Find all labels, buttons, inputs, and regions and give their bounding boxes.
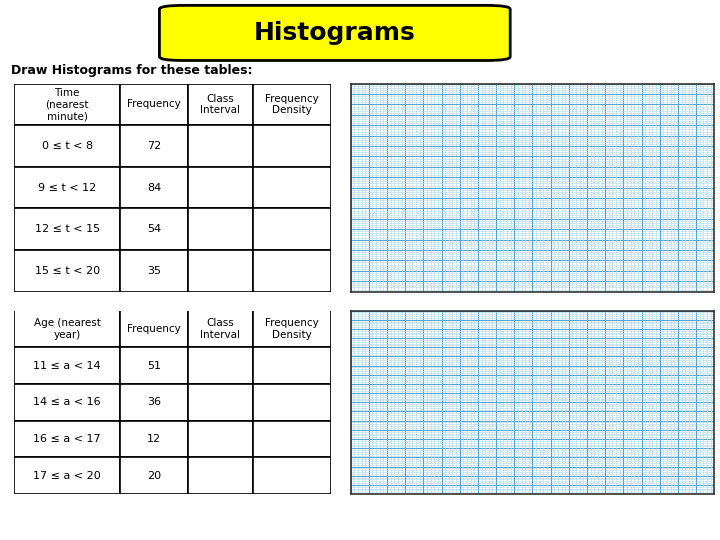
Bar [14, 208, 120, 250]
Bar [253, 384, 331, 421]
Text: 36: 36 [147, 397, 161, 407]
Text: 72: 72 [147, 141, 161, 151]
Text: 35: 35 [147, 266, 161, 276]
Bar [14, 167, 120, 208]
Text: Draw Histograms for these tables:: Draw Histograms for these tables: [11, 64, 252, 77]
Bar [120, 125, 188, 167]
Bar [253, 347, 331, 384]
Text: Class
Interval: Class Interval [200, 318, 240, 340]
Bar [188, 347, 253, 384]
Text: 9 ≤ t < 12: 9 ≤ t < 12 [38, 183, 96, 193]
Bar [14, 384, 120, 421]
Bar [14, 347, 120, 384]
Text: 16 ≤ a < 17: 16 ≤ a < 17 [33, 434, 101, 444]
Text: Histograms: Histograms [254, 21, 415, 45]
Bar [188, 125, 253, 167]
Bar [253, 208, 331, 250]
Bar [253, 167, 331, 208]
Bar [120, 167, 188, 208]
Bar [253, 310, 331, 347]
Bar [253, 457, 331, 494]
Bar [188, 84, 253, 125]
Text: 20: 20 [147, 471, 161, 481]
Bar [253, 421, 331, 457]
Text: 17 ≤ a < 20: 17 ≤ a < 20 [33, 471, 101, 481]
Text: 14 ≤ a < 16: 14 ≤ a < 16 [33, 397, 101, 407]
Text: 12 ≤ t < 15: 12 ≤ t < 15 [35, 224, 100, 234]
Bar [188, 384, 253, 421]
Text: 51: 51 [147, 361, 161, 370]
Bar [188, 457, 253, 494]
Bar [120, 208, 188, 250]
Bar [120, 384, 188, 421]
Bar [188, 167, 253, 208]
Text: Age (nearest
year): Age (nearest year) [34, 318, 101, 340]
Bar [14, 250, 120, 292]
Bar [188, 208, 253, 250]
Text: Frequency: Frequency [127, 324, 181, 334]
Bar [14, 84, 120, 125]
Bar [188, 250, 253, 292]
Bar [188, 310, 253, 347]
Bar [120, 310, 188, 347]
Text: Frequency: Frequency [127, 99, 181, 110]
Bar [253, 250, 331, 292]
Text: Frequency
Density: Frequency Density [265, 318, 319, 340]
Bar [188, 421, 253, 457]
Text: Class
Interval: Class Interval [200, 94, 240, 116]
Bar [120, 421, 188, 457]
Bar [14, 125, 120, 167]
Text: 54: 54 [147, 224, 161, 234]
Bar [253, 125, 331, 167]
Text: 15 ≤ t < 20: 15 ≤ t < 20 [35, 266, 100, 276]
Bar [14, 310, 120, 347]
Bar [120, 347, 188, 384]
Bar [14, 421, 120, 457]
Bar [14, 457, 120, 494]
Text: Frequency
Density: Frequency Density [265, 94, 319, 116]
Text: Time
(nearest
minute): Time (nearest minute) [45, 88, 89, 121]
Bar [253, 84, 331, 125]
FancyBboxPatch shape [159, 5, 510, 60]
Bar [120, 457, 188, 494]
Text: 11 ≤ a < 14: 11 ≤ a < 14 [33, 361, 101, 370]
Bar [120, 84, 188, 125]
Text: 12: 12 [147, 434, 161, 444]
Text: 0 ≤ t < 8: 0 ≤ t < 8 [42, 141, 93, 151]
Text: 84: 84 [147, 183, 161, 193]
Bar [120, 250, 188, 292]
